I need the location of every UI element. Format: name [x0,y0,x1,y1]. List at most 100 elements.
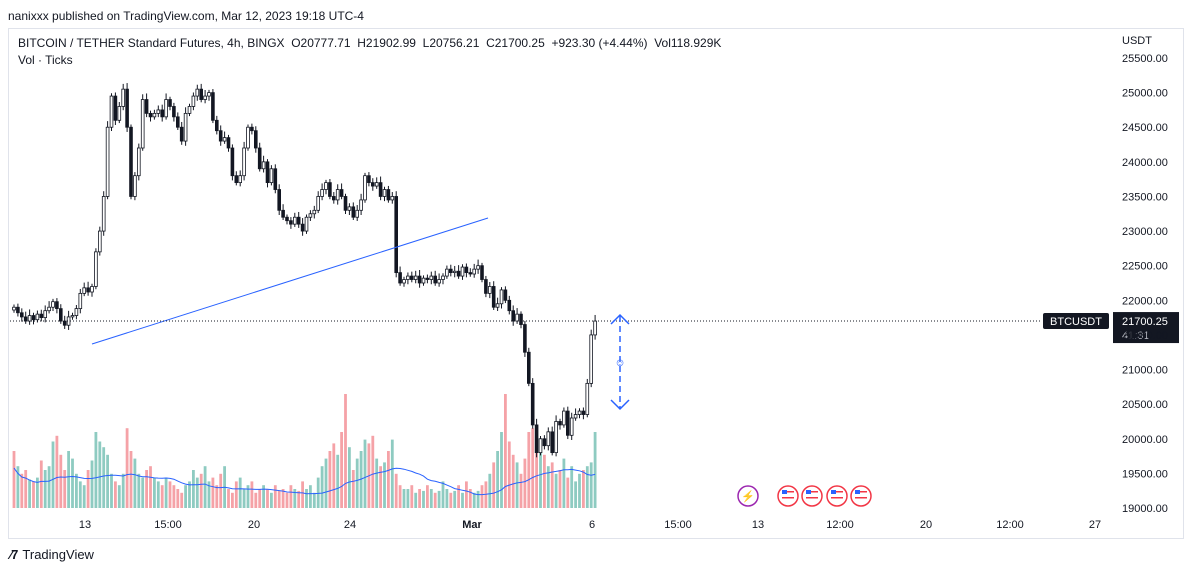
volume-bar [238,477,242,508]
indicator-legend[interactable]: Vol · Ticks [18,53,73,67]
candle-up [78,292,83,310]
volume-bar [554,473,558,508]
candle-down [257,147,262,170]
candle-down [328,182,332,197]
candle-up [355,209,359,218]
volume-bar [492,462,496,508]
chart-legend: BITCOIN / TETHER Standard Futures, 4h, B… [18,36,721,50]
volume-bar [441,481,445,508]
candle-down [530,382,535,426]
price-tick-label: 24500.00 [1122,122,1168,134]
candle-up [136,147,141,177]
volume-bar [289,485,293,508]
candle-down [425,277,430,280]
candle-down [507,299,512,312]
us-flag-icon [801,485,823,507]
volume-bar [231,492,234,508]
volume-bar [546,466,550,508]
candle-down [39,313,44,319]
candle-down [511,310,515,322]
volume-bar [199,473,203,508]
candle-up [152,112,157,118]
volume-bar [43,470,47,508]
candle-down [300,223,305,232]
candle-down [289,220,293,225]
us-flag-stripe [782,494,794,496]
candle-up [312,209,317,215]
candle-down [534,424,539,454]
smiley-icon: ☺ [614,357,625,369]
volume-bar [410,485,414,508]
candle-down [31,315,36,321]
candle-up [487,286,492,294]
volume-bar [402,489,406,508]
symbol-tag [1043,313,1109,330]
us-flag-stripe [831,497,843,499]
volume-bar [351,470,355,508]
candle-up [12,306,16,311]
volume-ma-line [13,467,596,496]
time-tick-label: 20 [248,519,260,531]
volume-bar [519,473,523,508]
candle-up [47,306,51,312]
candle-up [261,161,266,170]
candle-up [27,315,32,322]
volume-bar [203,466,207,508]
volume-bar [285,492,289,508]
volume-bar [176,489,180,508]
candle-down [409,275,414,280]
volume-bar [195,477,199,508]
legend-symbol[interactable]: BITCOIN / TETHER Standard Futures, 4h, B… [18,36,285,50]
price-tick-label: 25000.00 [1122,88,1168,100]
event-markers: ⚡ [737,485,872,507]
candle-down [16,306,20,314]
price-tick-label: 23500.00 [1122,191,1168,203]
candle-down [19,312,24,318]
volume-bar [562,458,566,508]
volume-bar [558,470,562,508]
candle-up [359,199,363,211]
us-flag-icon [850,485,872,507]
candle-up [374,182,379,187]
candle-down [148,112,153,118]
candle-up [35,313,40,321]
volume-bar [266,489,269,508]
candle-down [226,137,231,149]
candle-up [324,182,328,190]
volume-bar [312,492,316,508]
candle-down [394,196,398,274]
candle-up [269,168,274,184]
volume-bar [387,451,390,508]
volume-bar [47,466,51,508]
volume-bar [500,432,503,508]
volume-bar [570,466,574,508]
candle-up [347,206,352,211]
volume-bar [305,489,308,508]
candle-down [558,421,562,426]
candle-up [316,196,320,211]
candle-down [417,275,422,284]
us-flag-canton [782,490,787,494]
volume-bar [531,428,535,508]
candle-up [140,99,145,149]
volume-bar [281,489,285,508]
volume-bar [168,481,172,508]
volume-ma [13,467,596,496]
candle-up [109,95,114,128]
volume-bar [437,490,441,508]
volume-bar [468,489,472,508]
candle-up [429,275,434,280]
us-flag-stripe [855,500,867,502]
volume-bar [16,466,20,508]
candle-down [550,431,554,454]
volume-bar [496,451,499,508]
footer-brand[interactable]: ⁄7 TradingView [10,547,94,562]
volume-bar [578,473,581,508]
volume-bar [55,435,59,508]
price-tag-value: 21700.25 [1122,316,1168,328]
candle-up [569,417,574,436]
volume-bar [418,489,421,508]
volume-bar [363,439,367,508]
volume-bar [433,492,437,508]
